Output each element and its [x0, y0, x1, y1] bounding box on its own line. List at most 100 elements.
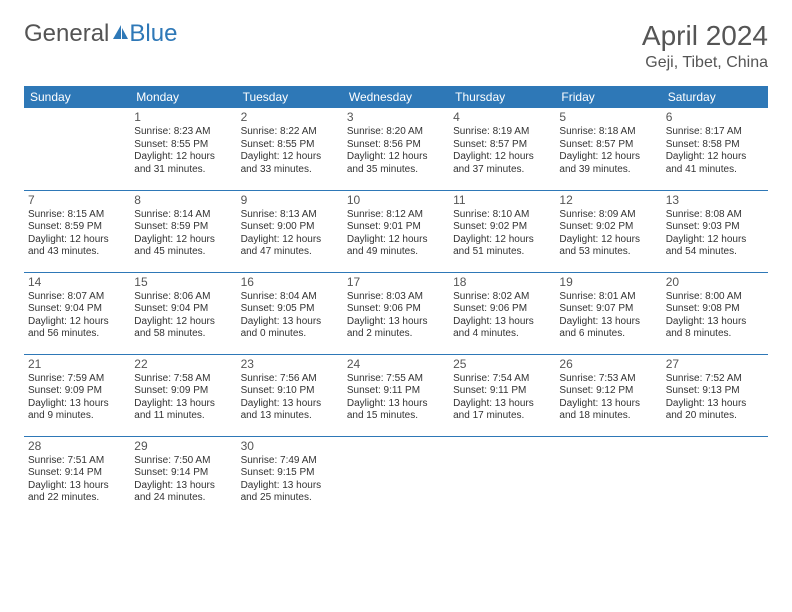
day-number: 14	[28, 275, 126, 290]
calendar-day-cell: 10Sunrise: 8:12 AMSunset: 9:01 PMDayligh…	[343, 190, 449, 272]
calendar-day-cell: 25Sunrise: 7:54 AMSunset: 9:11 PMDayligh…	[449, 354, 555, 436]
day-number: 9	[241, 193, 339, 208]
daylight-text: Daylight: 12 hours and 31 minutes.	[134, 151, 232, 176]
sunrise-text: Sunrise: 8:10 AM	[453, 209, 551, 222]
calendar-day-cell: 23Sunrise: 7:56 AMSunset: 9:10 PMDayligh…	[237, 354, 343, 436]
sunset-text: Sunset: 9:13 PM	[666, 385, 764, 398]
day-number: 8	[134, 193, 232, 208]
day-number: 4	[453, 110, 551, 125]
sunrise-text: Sunrise: 8:07 AM	[28, 291, 126, 304]
calendar-day-cell: 19Sunrise: 8:01 AMSunset: 9:07 PMDayligh…	[555, 272, 661, 354]
calendar-day-cell: 16Sunrise: 8:04 AMSunset: 9:05 PMDayligh…	[237, 272, 343, 354]
weekday-header: Monday	[130, 86, 236, 108]
sunset-text: Sunset: 9:15 PM	[241, 467, 339, 480]
calendar-day-cell: 9Sunrise: 8:13 AMSunset: 9:00 PMDaylight…	[237, 190, 343, 272]
sunset-text: Sunset: 8:56 PM	[347, 139, 445, 152]
sunset-text: Sunset: 9:11 PM	[453, 385, 551, 398]
daylight-text: Daylight: 12 hours and 49 minutes.	[347, 234, 445, 259]
day-number: 26	[559, 357, 657, 372]
sunset-text: Sunset: 9:09 PM	[134, 385, 232, 398]
sunset-text: Sunset: 9:05 PM	[241, 303, 339, 316]
sunrise-text: Sunrise: 7:59 AM	[28, 373, 126, 386]
sunset-text: Sunset: 8:55 PM	[134, 139, 232, 152]
sunrise-text: Sunrise: 7:51 AM	[28, 455, 126, 468]
sunrise-text: Sunrise: 8:22 AM	[241, 126, 339, 139]
calendar-day-cell: 20Sunrise: 8:00 AMSunset: 9:08 PMDayligh…	[662, 272, 768, 354]
calendar-day-cell: 14Sunrise: 8:07 AMSunset: 9:04 PMDayligh…	[24, 272, 130, 354]
sunrise-text: Sunrise: 7:50 AM	[134, 455, 232, 468]
calendar-day-cell: 22Sunrise: 7:58 AMSunset: 9:09 PMDayligh…	[130, 354, 236, 436]
daylight-text: Daylight: 13 hours and 2 minutes.	[347, 316, 445, 341]
sunset-text: Sunset: 9:07 PM	[559, 303, 657, 316]
sunrise-text: Sunrise: 8:03 AM	[347, 291, 445, 304]
day-number: 24	[347, 357, 445, 372]
day-number: 18	[453, 275, 551, 290]
day-number: 12	[559, 193, 657, 208]
sunrise-text: Sunrise: 8:08 AM	[666, 209, 764, 222]
calendar-day-cell: 2Sunrise: 8:22 AMSunset: 8:55 PMDaylight…	[237, 108, 343, 190]
daylight-text: Daylight: 12 hours and 39 minutes.	[559, 151, 657, 176]
sunrise-text: Sunrise: 7:52 AM	[666, 373, 764, 386]
sunset-text: Sunset: 9:14 PM	[28, 467, 126, 480]
day-number: 5	[559, 110, 657, 125]
day-number: 15	[134, 275, 232, 290]
calendar-day-cell	[343, 436, 449, 518]
calendar-day-cell: 1Sunrise: 8:23 AMSunset: 8:55 PMDaylight…	[130, 108, 236, 190]
sunrise-text: Sunrise: 8:04 AM	[241, 291, 339, 304]
calendar-day-cell: 13Sunrise: 8:08 AMSunset: 9:03 PMDayligh…	[662, 190, 768, 272]
calendar-day-cell: 3Sunrise: 8:20 AMSunset: 8:56 PMDaylight…	[343, 108, 449, 190]
sunrise-text: Sunrise: 7:56 AM	[241, 373, 339, 386]
calendar-day-cell: 12Sunrise: 8:09 AMSunset: 9:02 PMDayligh…	[555, 190, 661, 272]
day-number: 19	[559, 275, 657, 290]
daylight-text: Daylight: 13 hours and 8 minutes.	[666, 316, 764, 341]
calendar-day-cell: 11Sunrise: 8:10 AMSunset: 9:02 PMDayligh…	[449, 190, 555, 272]
sail-icon	[111, 20, 131, 48]
day-number: 27	[666, 357, 764, 372]
day-number: 6	[666, 110, 764, 125]
calendar-day-cell	[24, 108, 130, 190]
day-number: 22	[134, 357, 232, 372]
daylight-text: Daylight: 12 hours and 47 minutes.	[241, 234, 339, 259]
sunrise-text: Sunrise: 8:14 AM	[134, 209, 232, 222]
sunrise-text: Sunrise: 8:13 AM	[241, 209, 339, 222]
calendar-day-cell: 5Sunrise: 8:18 AMSunset: 8:57 PMDaylight…	[555, 108, 661, 190]
sunrise-text: Sunrise: 7:49 AM	[241, 455, 339, 468]
calendar-day-cell: 28Sunrise: 7:51 AMSunset: 9:14 PMDayligh…	[24, 436, 130, 518]
logo-text-general: General	[24, 20, 109, 48]
calendar-day-cell	[662, 436, 768, 518]
day-number: 29	[134, 439, 232, 454]
daylight-text: Daylight: 12 hours and 43 minutes.	[28, 234, 126, 259]
sunset-text: Sunset: 9:14 PM	[134, 467, 232, 480]
calendar-week-row: 1Sunrise: 8:23 AMSunset: 8:55 PMDaylight…	[24, 108, 768, 190]
daylight-text: Daylight: 12 hours and 51 minutes.	[453, 234, 551, 259]
day-number: 20	[666, 275, 764, 290]
calendar-day-cell: 30Sunrise: 7:49 AMSunset: 9:15 PMDayligh…	[237, 436, 343, 518]
daylight-text: Daylight: 12 hours and 35 minutes.	[347, 151, 445, 176]
calendar-day-cell	[449, 436, 555, 518]
calendar-day-cell: 21Sunrise: 7:59 AMSunset: 9:09 PMDayligh…	[24, 354, 130, 436]
daylight-text: Daylight: 13 hours and 9 minutes.	[28, 398, 126, 423]
calendar-week-row: 28Sunrise: 7:51 AMSunset: 9:14 PMDayligh…	[24, 436, 768, 518]
day-number: 11	[453, 193, 551, 208]
daylight-text: Daylight: 13 hours and 0 minutes.	[241, 316, 339, 341]
sunrise-text: Sunrise: 8:12 AM	[347, 209, 445, 222]
sunset-text: Sunset: 9:01 PM	[347, 221, 445, 234]
sunset-text: Sunset: 9:12 PM	[559, 385, 657, 398]
sunset-text: Sunset: 9:11 PM	[347, 385, 445, 398]
sunset-text: Sunset: 9:09 PM	[28, 385, 126, 398]
sunrise-text: Sunrise: 8:01 AM	[559, 291, 657, 304]
daylight-text: Daylight: 12 hours and 54 minutes.	[666, 234, 764, 259]
sunset-text: Sunset: 9:06 PM	[347, 303, 445, 316]
daylight-text: Daylight: 13 hours and 15 minutes.	[347, 398, 445, 423]
daylight-text: Daylight: 13 hours and 4 minutes.	[453, 316, 551, 341]
sunset-text: Sunset: 8:59 PM	[28, 221, 126, 234]
logo: General Blue	[24, 20, 177, 48]
sunrise-text: Sunrise: 7:54 AM	[453, 373, 551, 386]
calendar-body: 1Sunrise: 8:23 AMSunset: 8:55 PMDaylight…	[24, 108, 768, 518]
daylight-text: Daylight: 13 hours and 25 minutes.	[241, 480, 339, 505]
sunset-text: Sunset: 8:57 PM	[559, 139, 657, 152]
day-number: 7	[28, 193, 126, 208]
day-number: 25	[453, 357, 551, 372]
daylight-text: Daylight: 12 hours and 41 minutes.	[666, 151, 764, 176]
weekday-header: Wednesday	[343, 86, 449, 108]
